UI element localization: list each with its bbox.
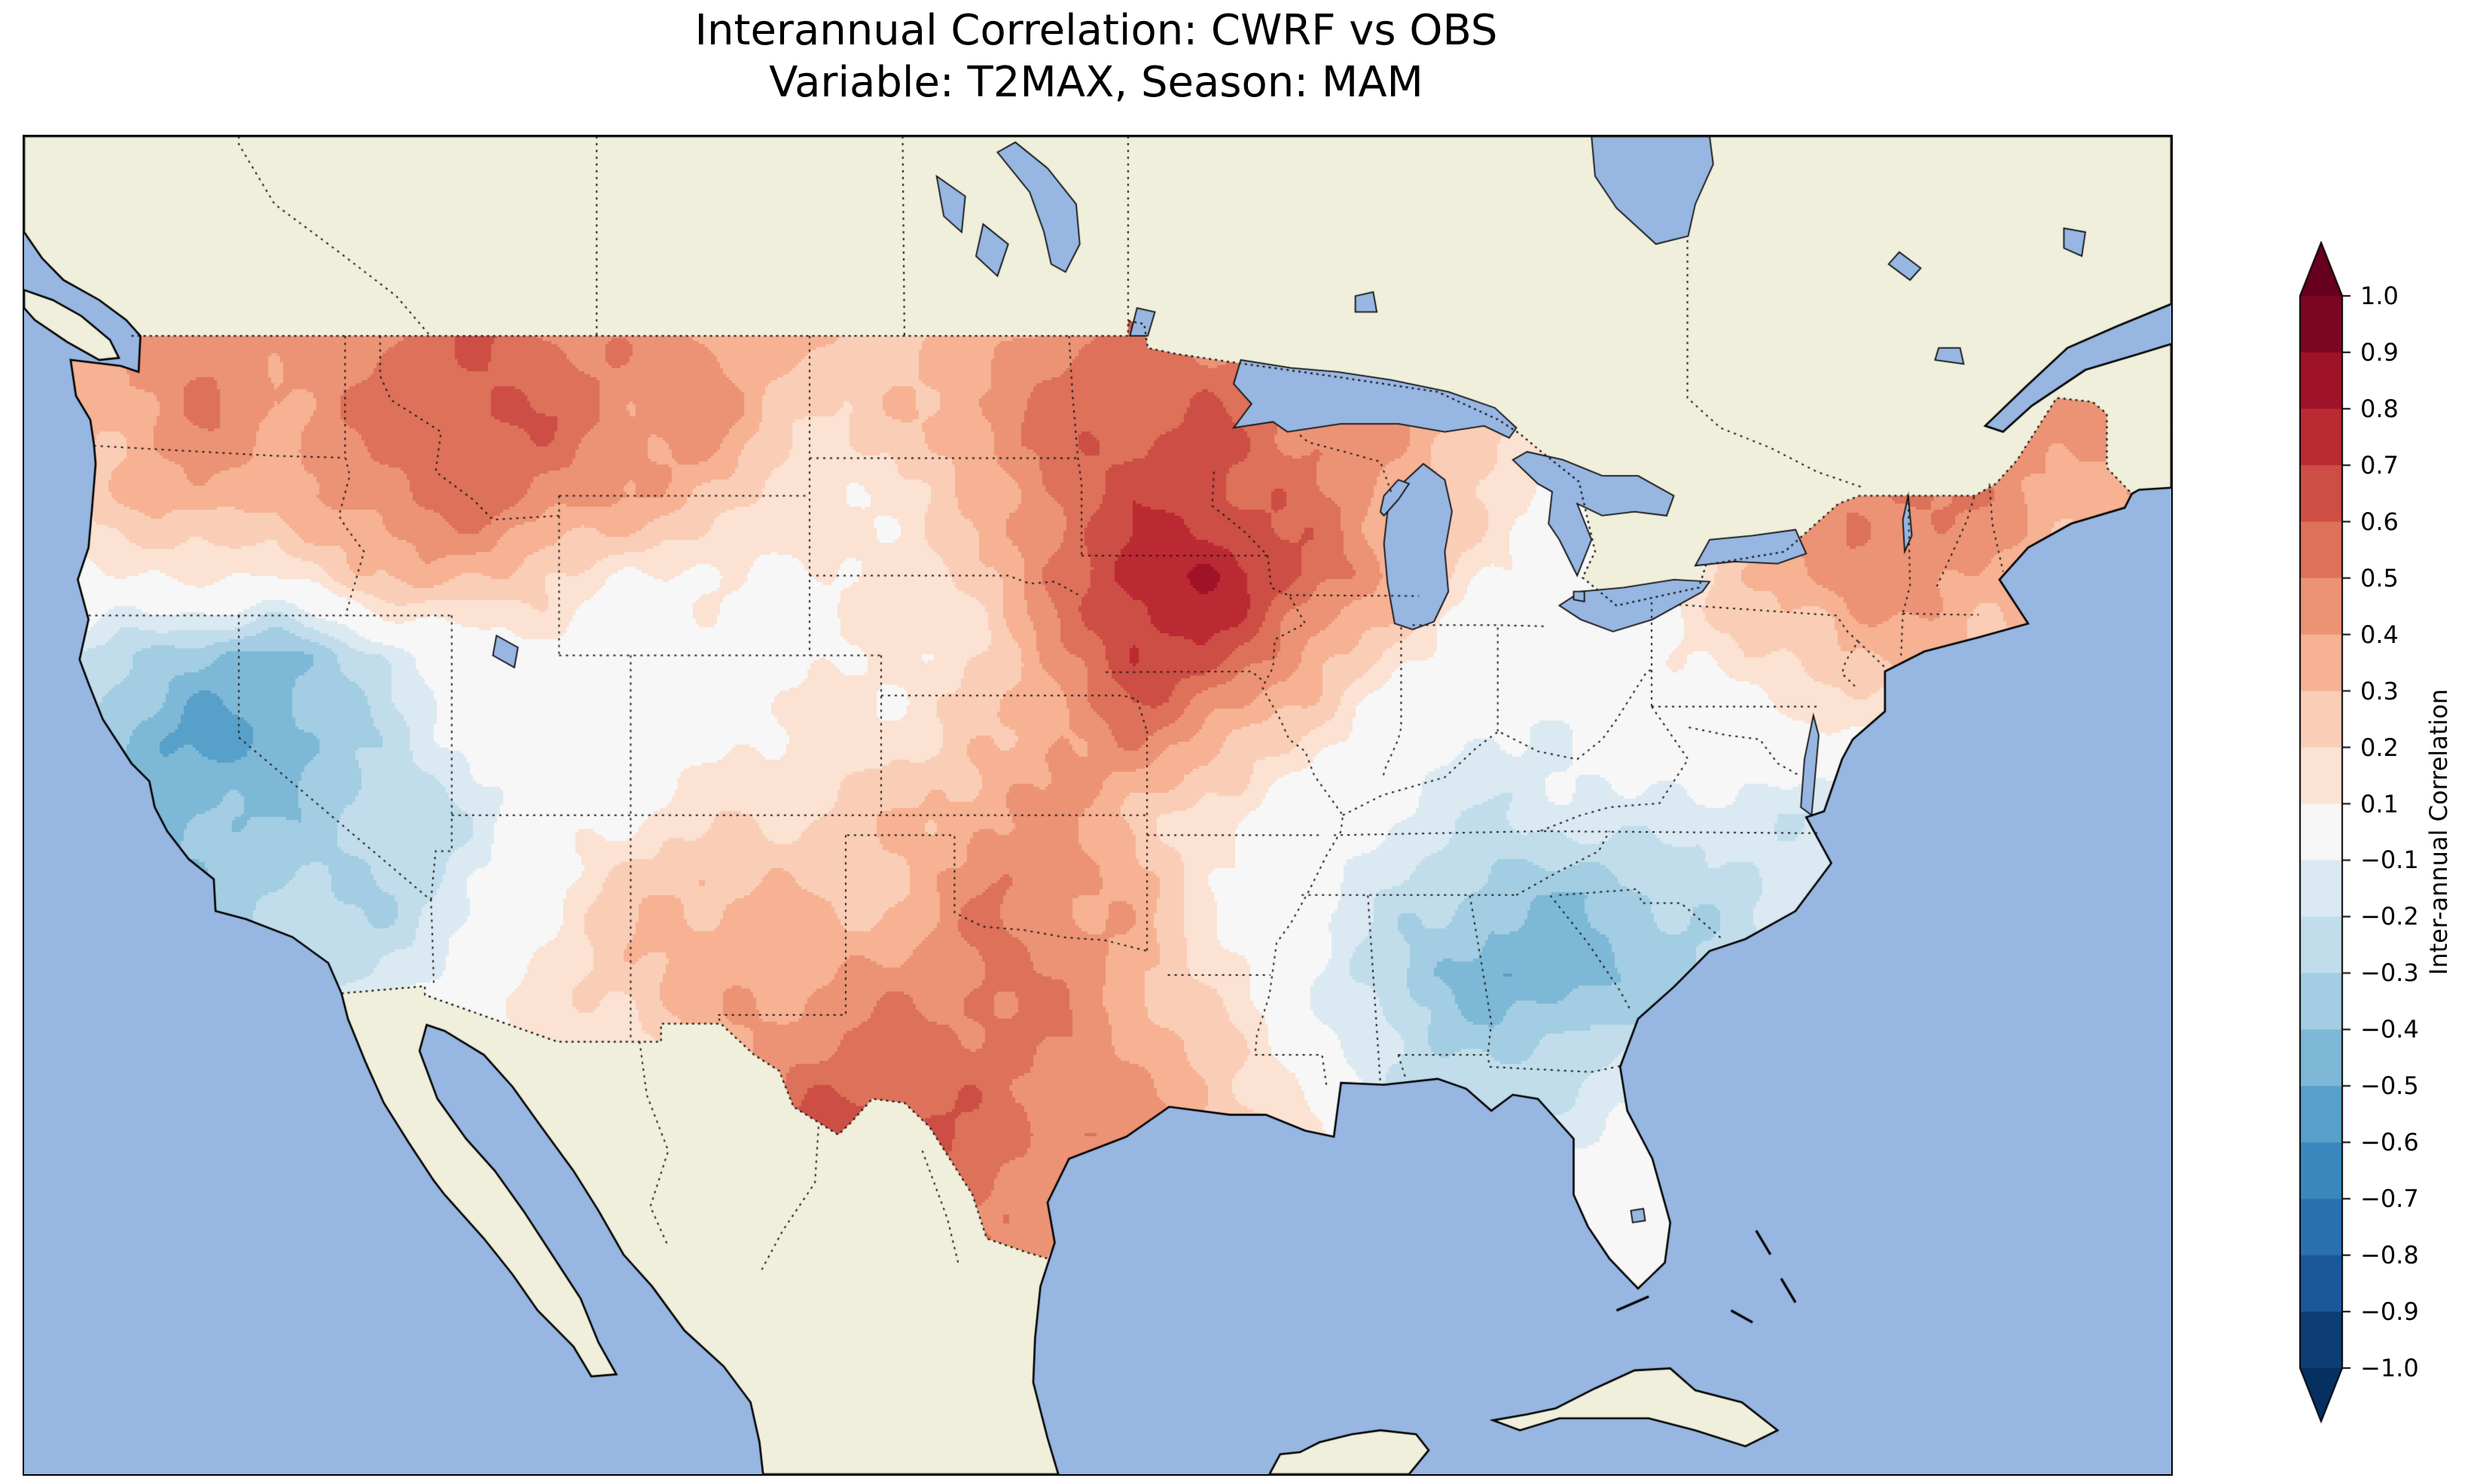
map-axes — [23, 135, 2173, 1476]
figure-title-line2: Variable: T2MAX, Season: MAM — [769, 58, 1423, 108]
colorbar-tick-label: 0.6 — [2360, 507, 2399, 536]
colorbar-tick-label: 0.1 — [2360, 789, 2399, 818]
colorbar-tick-label: −0.5 — [2360, 1071, 2419, 1101]
colorbar-tick-label: −0.7 — [2360, 1184, 2419, 1214]
colorbar-tick-label: −0.3 — [2360, 958, 2419, 988]
colorbar-gradient — [2297, 241, 2360, 1427]
colorbar-ticks: 1.0 0.9 0.8 0.7 0.6 0.5 0.4 0.3 0.2 0.1 −0.1 −0.2 −0… — [2360, 0, 2451, 1484]
map-canvas — [24, 136, 2171, 1474]
colorbar-tick-label: 0.2 — [2360, 733, 2399, 762]
colorbar-tick-label: −0.8 — [2360, 1241, 2419, 1270]
colorbar-label: Inter-annual Correlation — [2424, 688, 2453, 976]
colorbar-tick-label: −0.2 — [2360, 902, 2419, 931]
colorbar-tick-label: −0.4 — [2360, 1015, 2419, 1044]
colorbar-tick-label: 0.4 — [2360, 620, 2399, 649]
colorbar-tick-label: 1.0 — [2360, 282, 2399, 310]
colorbar-tick-label: −0.9 — [2360, 1297, 2419, 1327]
colorbar-tick-label: −1.0 — [2360, 1354, 2419, 1382]
figure-title-line1: Interannual Correlation: CWRF vs OBS — [694, 6, 1498, 55]
colorbar-tick-label: 0.7 — [2360, 450, 2399, 480]
colorbar-tick-label: 0.9 — [2360, 337, 2399, 367]
colorbar-tick-label: 0.8 — [2360, 394, 2399, 423]
figure-title: Interannual Correlation: CWRF vs OBS Var… — [23, 5, 2170, 109]
colorbar-tick-label: −0.1 — [2360, 846, 2419, 875]
colorbar-tick-label: 0.5 — [2360, 563, 2399, 593]
colorbar-tick-label: 0.3 — [2360, 676, 2399, 705]
colorbar-tick-label: −0.6 — [2360, 1128, 2419, 1157]
